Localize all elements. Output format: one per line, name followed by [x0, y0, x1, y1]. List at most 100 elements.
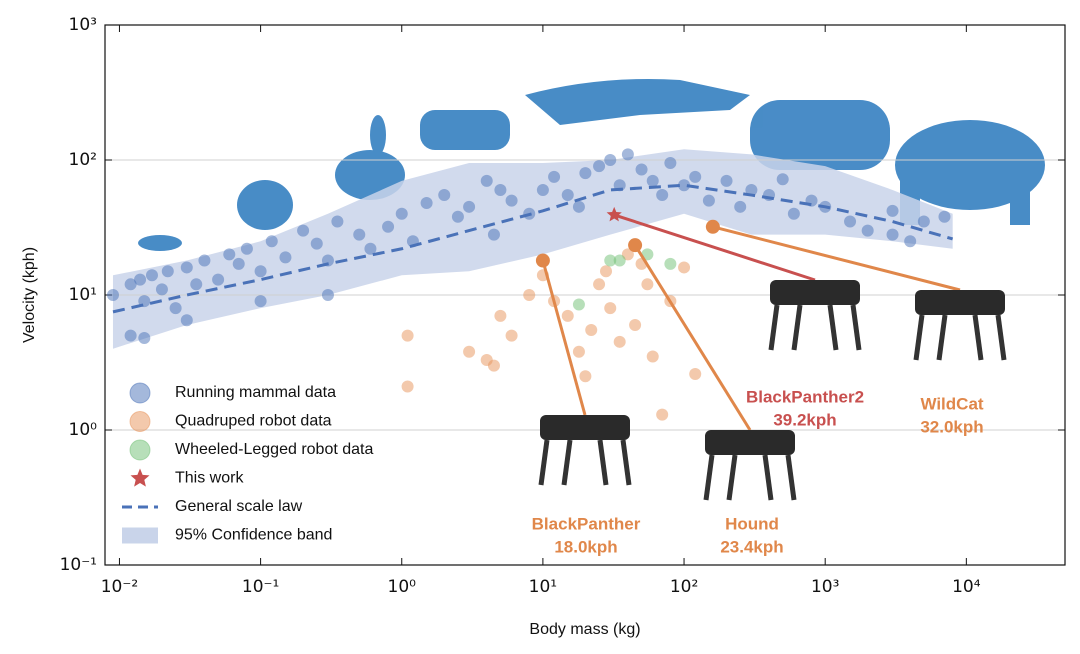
data-point [505, 194, 518, 207]
data-point [787, 207, 800, 220]
robot-body [705, 430, 795, 455]
data-point [604, 154, 617, 166]
data-point [382, 220, 395, 233]
robot-leg [768, 304, 780, 351]
data-point [180, 314, 193, 327]
data-point [364, 242, 377, 255]
robot-leg [785, 454, 797, 501]
x-tick-label: 10⁰ [388, 577, 417, 597]
data-point [145, 269, 158, 282]
data-point [585, 324, 598, 337]
data-point [635, 163, 648, 176]
data-point [593, 160, 606, 173]
data-point [646, 350, 659, 363]
data-point [406, 235, 419, 248]
data-point [401, 380, 414, 393]
data-point [572, 345, 585, 358]
data-point [613, 254, 626, 267]
x-tick-label: 10⁻² [101, 577, 138, 597]
data-point [254, 295, 267, 308]
leader-line [541, 260, 587, 416]
data-point [232, 257, 245, 270]
data-point [321, 254, 334, 267]
data-point [297, 224, 310, 237]
highlight-name: BlackPanther2 [746, 387, 864, 406]
highlight-name: Hound [725, 514, 779, 533]
robot-leg [936, 314, 948, 361]
robot-leg [762, 454, 774, 501]
robot-image [703, 430, 797, 501]
data-point [536, 183, 549, 196]
data-point [844, 215, 857, 228]
cheetah [525, 79, 750, 125]
data-point [600, 265, 613, 278]
legend-swatch [129, 439, 151, 461]
x-tick-label: 10⁻¹ [242, 577, 279, 597]
robot-leg [850, 304, 862, 351]
data-point [646, 174, 659, 187]
data-point [487, 228, 500, 241]
robot-leg [913, 314, 925, 361]
data-point [548, 170, 561, 183]
leader-line [633, 244, 752, 431]
legend-swatch [129, 382, 151, 404]
highlight-point [705, 219, 720, 234]
data-point [917, 215, 930, 228]
data-point [190, 278, 203, 291]
data-point [310, 237, 323, 250]
x-tick-label: 10² [670, 577, 698, 597]
data-point [579, 167, 592, 180]
highlight-value: 23.4kph [720, 537, 783, 556]
data-point [138, 332, 151, 345]
data-point [702, 194, 715, 207]
data-point [401, 329, 414, 342]
data-point [805, 194, 818, 207]
data-point [734, 200, 747, 213]
data-point [629, 318, 642, 331]
data-point [180, 261, 193, 274]
data-point [689, 170, 702, 183]
robot-body [770, 280, 860, 305]
x-tick-label: 10³ [811, 577, 839, 597]
data-point [321, 289, 334, 301]
data-point [198, 254, 211, 267]
y-tick-label: 10³ [69, 15, 97, 35]
silhouettes [138, 79, 1045, 251]
data-point [593, 278, 606, 291]
data-point [604, 254, 617, 267]
data-point [451, 210, 464, 223]
data-point [494, 309, 507, 322]
data-point [134, 273, 147, 286]
data-point [604, 302, 617, 315]
mouse [138, 235, 182, 251]
elephant [895, 120, 1045, 210]
legend-label: Quadruped robot data [175, 413, 332, 430]
legend-label: 95% Confidence band [175, 527, 332, 544]
data-point [689, 367, 702, 380]
robot-leg [703, 454, 715, 501]
data-point [561, 309, 574, 322]
data-point [613, 335, 626, 348]
robot-image [768, 280, 862, 351]
robot-leg [620, 439, 632, 486]
legend-swatch [122, 527, 158, 544]
data-point [494, 183, 507, 196]
elephant-leg [1010, 180, 1030, 225]
robot-body [540, 415, 630, 440]
data-point [656, 189, 669, 202]
data-point [641, 278, 654, 291]
data-point [223, 248, 236, 261]
highlight-name: WildCat [920, 394, 983, 413]
legend-label: Wheeled-Legged robot data [175, 441, 373, 458]
data-point [265, 235, 278, 248]
data-point [523, 207, 536, 220]
data-point [212, 273, 225, 286]
robot-leg [827, 304, 839, 351]
data-point [124, 329, 137, 342]
y-tick-label: 10⁰ [69, 420, 98, 440]
data-point [420, 197, 433, 210]
data-point [861, 224, 874, 237]
data-point [487, 359, 500, 372]
highlight-point [535, 253, 550, 268]
